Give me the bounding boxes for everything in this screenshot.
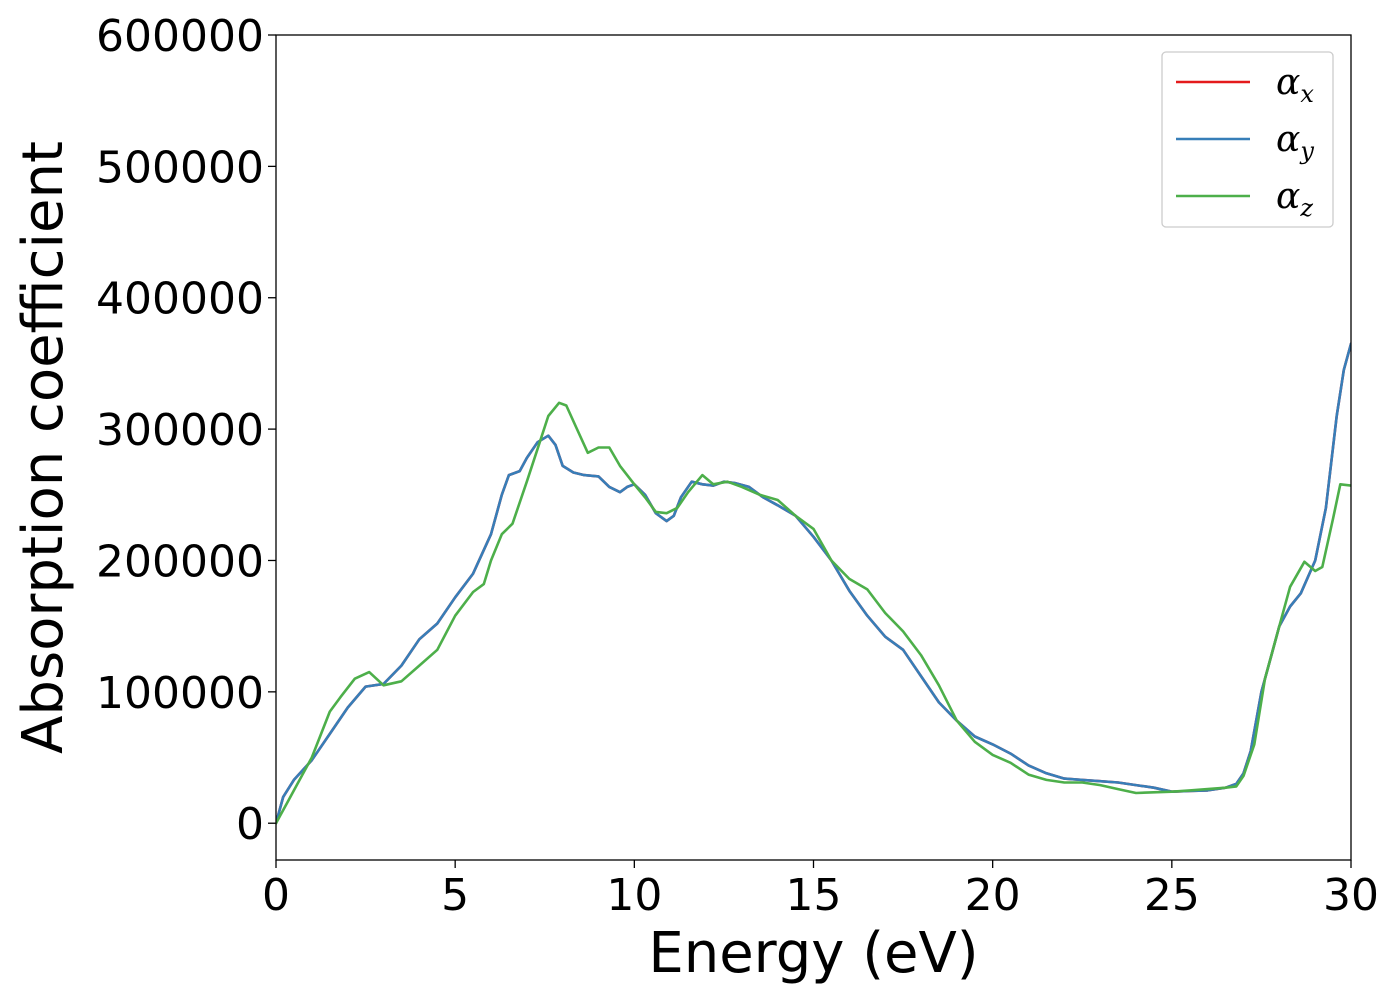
y-tick-label: 0 [236, 799, 264, 850]
x-axis-label: Energy (eV) [648, 921, 978, 986]
y-tick-label: 500000 [96, 142, 264, 193]
y-tick-label: 200000 [96, 536, 264, 587]
y-tick-label: 600000 [96, 11, 264, 62]
legend-label-alpha-y: αy [1276, 119, 1314, 165]
x-tick-label: 15 [786, 870, 842, 921]
series-line-alpha-y [276, 342, 1351, 825]
x-tick-label: 5 [441, 870, 469, 921]
series-line-alpha-z [276, 401, 1351, 825]
x-tick-label: 0 [262, 870, 290, 921]
legend-label-alpha-x: αx [1276, 62, 1314, 108]
y-tick-label: 100000 [96, 668, 264, 719]
y-tick-label: 400000 [96, 274, 264, 325]
x-axis: 0 5 10 15 20 25 30 [262, 860, 1379, 921]
x-tick-label: 30 [1323, 870, 1379, 921]
y-axis: 0 100000 200000 300000 400000 500000 600000 [96, 11, 276, 850]
x-tick-label: 20 [965, 870, 1021, 921]
x-tick-label: 25 [1144, 870, 1200, 921]
legend-label-alpha-z: αz [1276, 176, 1313, 222]
series-layer [276, 342, 1351, 825]
legend: αx αy αz [1161, 51, 1334, 228]
x-tick-label: 10 [606, 870, 662, 921]
y-axis-label: Absorption coefficient [11, 141, 76, 754]
series-line-alpha-x [276, 342, 1351, 825]
y-tick-label: 300000 [96, 405, 264, 456]
